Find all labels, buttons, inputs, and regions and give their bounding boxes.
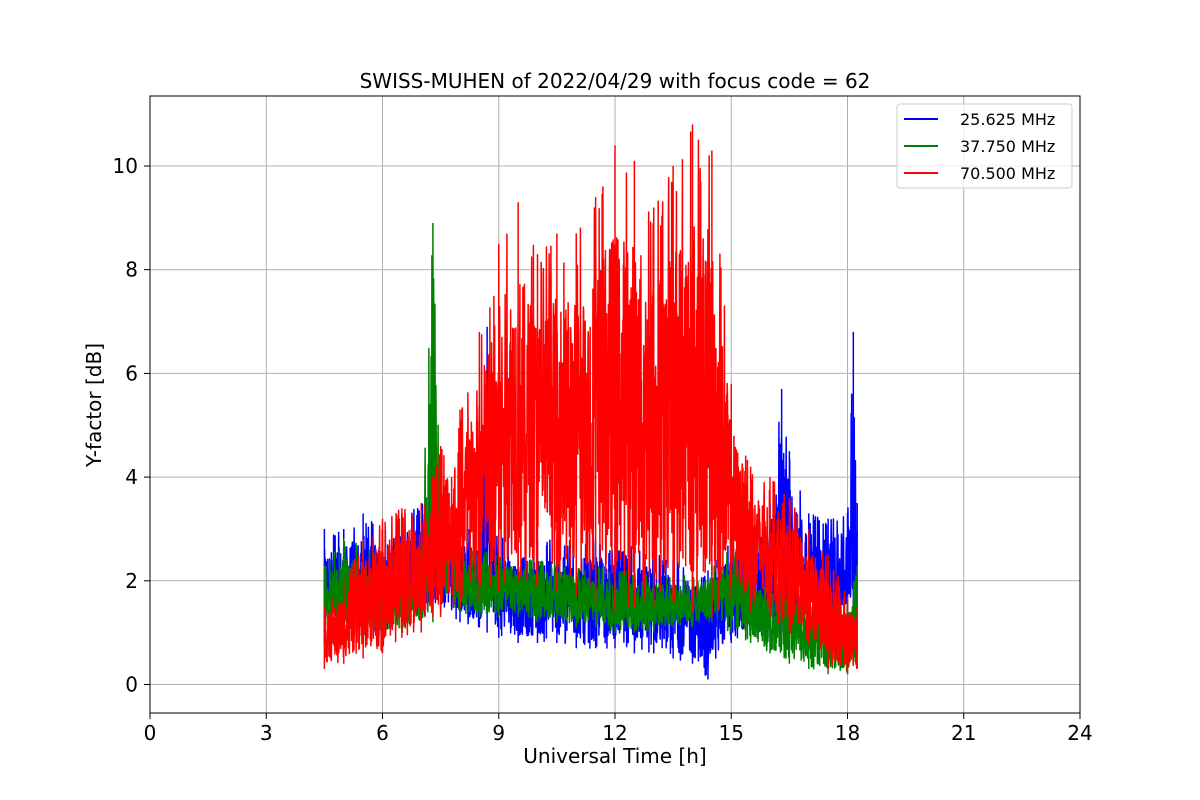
- legend-entry: 37.750 MHz: [960, 137, 1055, 156]
- x-tick-label: 6: [376, 721, 389, 745]
- x-tick-label: 9: [492, 721, 505, 745]
- x-tick-label: 12: [602, 721, 627, 745]
- series-layer: [323, 124, 858, 680]
- x-axis-label: Universal Time [h]: [523, 744, 706, 768]
- y-tick-label: 10: [113, 154, 138, 178]
- y-tick-label: 8: [125, 258, 138, 282]
- legend-entry: 25.625 MHz: [960, 110, 1055, 129]
- x-tick-label: 21: [951, 721, 976, 745]
- x-tick-label: 0: [144, 721, 157, 745]
- y-axis-label: Y-factor [dB]: [82, 343, 106, 468]
- y-axis-ticks: 0 2 4 6 8 10: [113, 154, 150, 696]
- legend: 25.625 MHz 37.750 MHz 70.500 MHz: [896, 103, 1073, 189]
- x-tick-label: 3: [260, 721, 273, 745]
- x-axis-ticks: 0 3 6 9 12 15 18 21 24: [144, 713, 1093, 745]
- x-tick-label: 15: [719, 721, 744, 745]
- y-tick-label: 6: [125, 361, 138, 385]
- y-tick-label: 0: [125, 672, 138, 696]
- y-tick-label: 2: [125, 569, 138, 593]
- x-tick-label: 18: [835, 721, 860, 745]
- series-line-3: [323, 124, 858, 675]
- legend-entry: 70.500 MHz: [960, 164, 1055, 183]
- legend-box: [896, 103, 1073, 189]
- x-tick-label: 24: [1067, 721, 1092, 745]
- y-tick-label: 4: [125, 465, 138, 489]
- chart-title: SWISS-MUHEN of 2022/04/29 with focus cod…: [360, 69, 871, 93]
